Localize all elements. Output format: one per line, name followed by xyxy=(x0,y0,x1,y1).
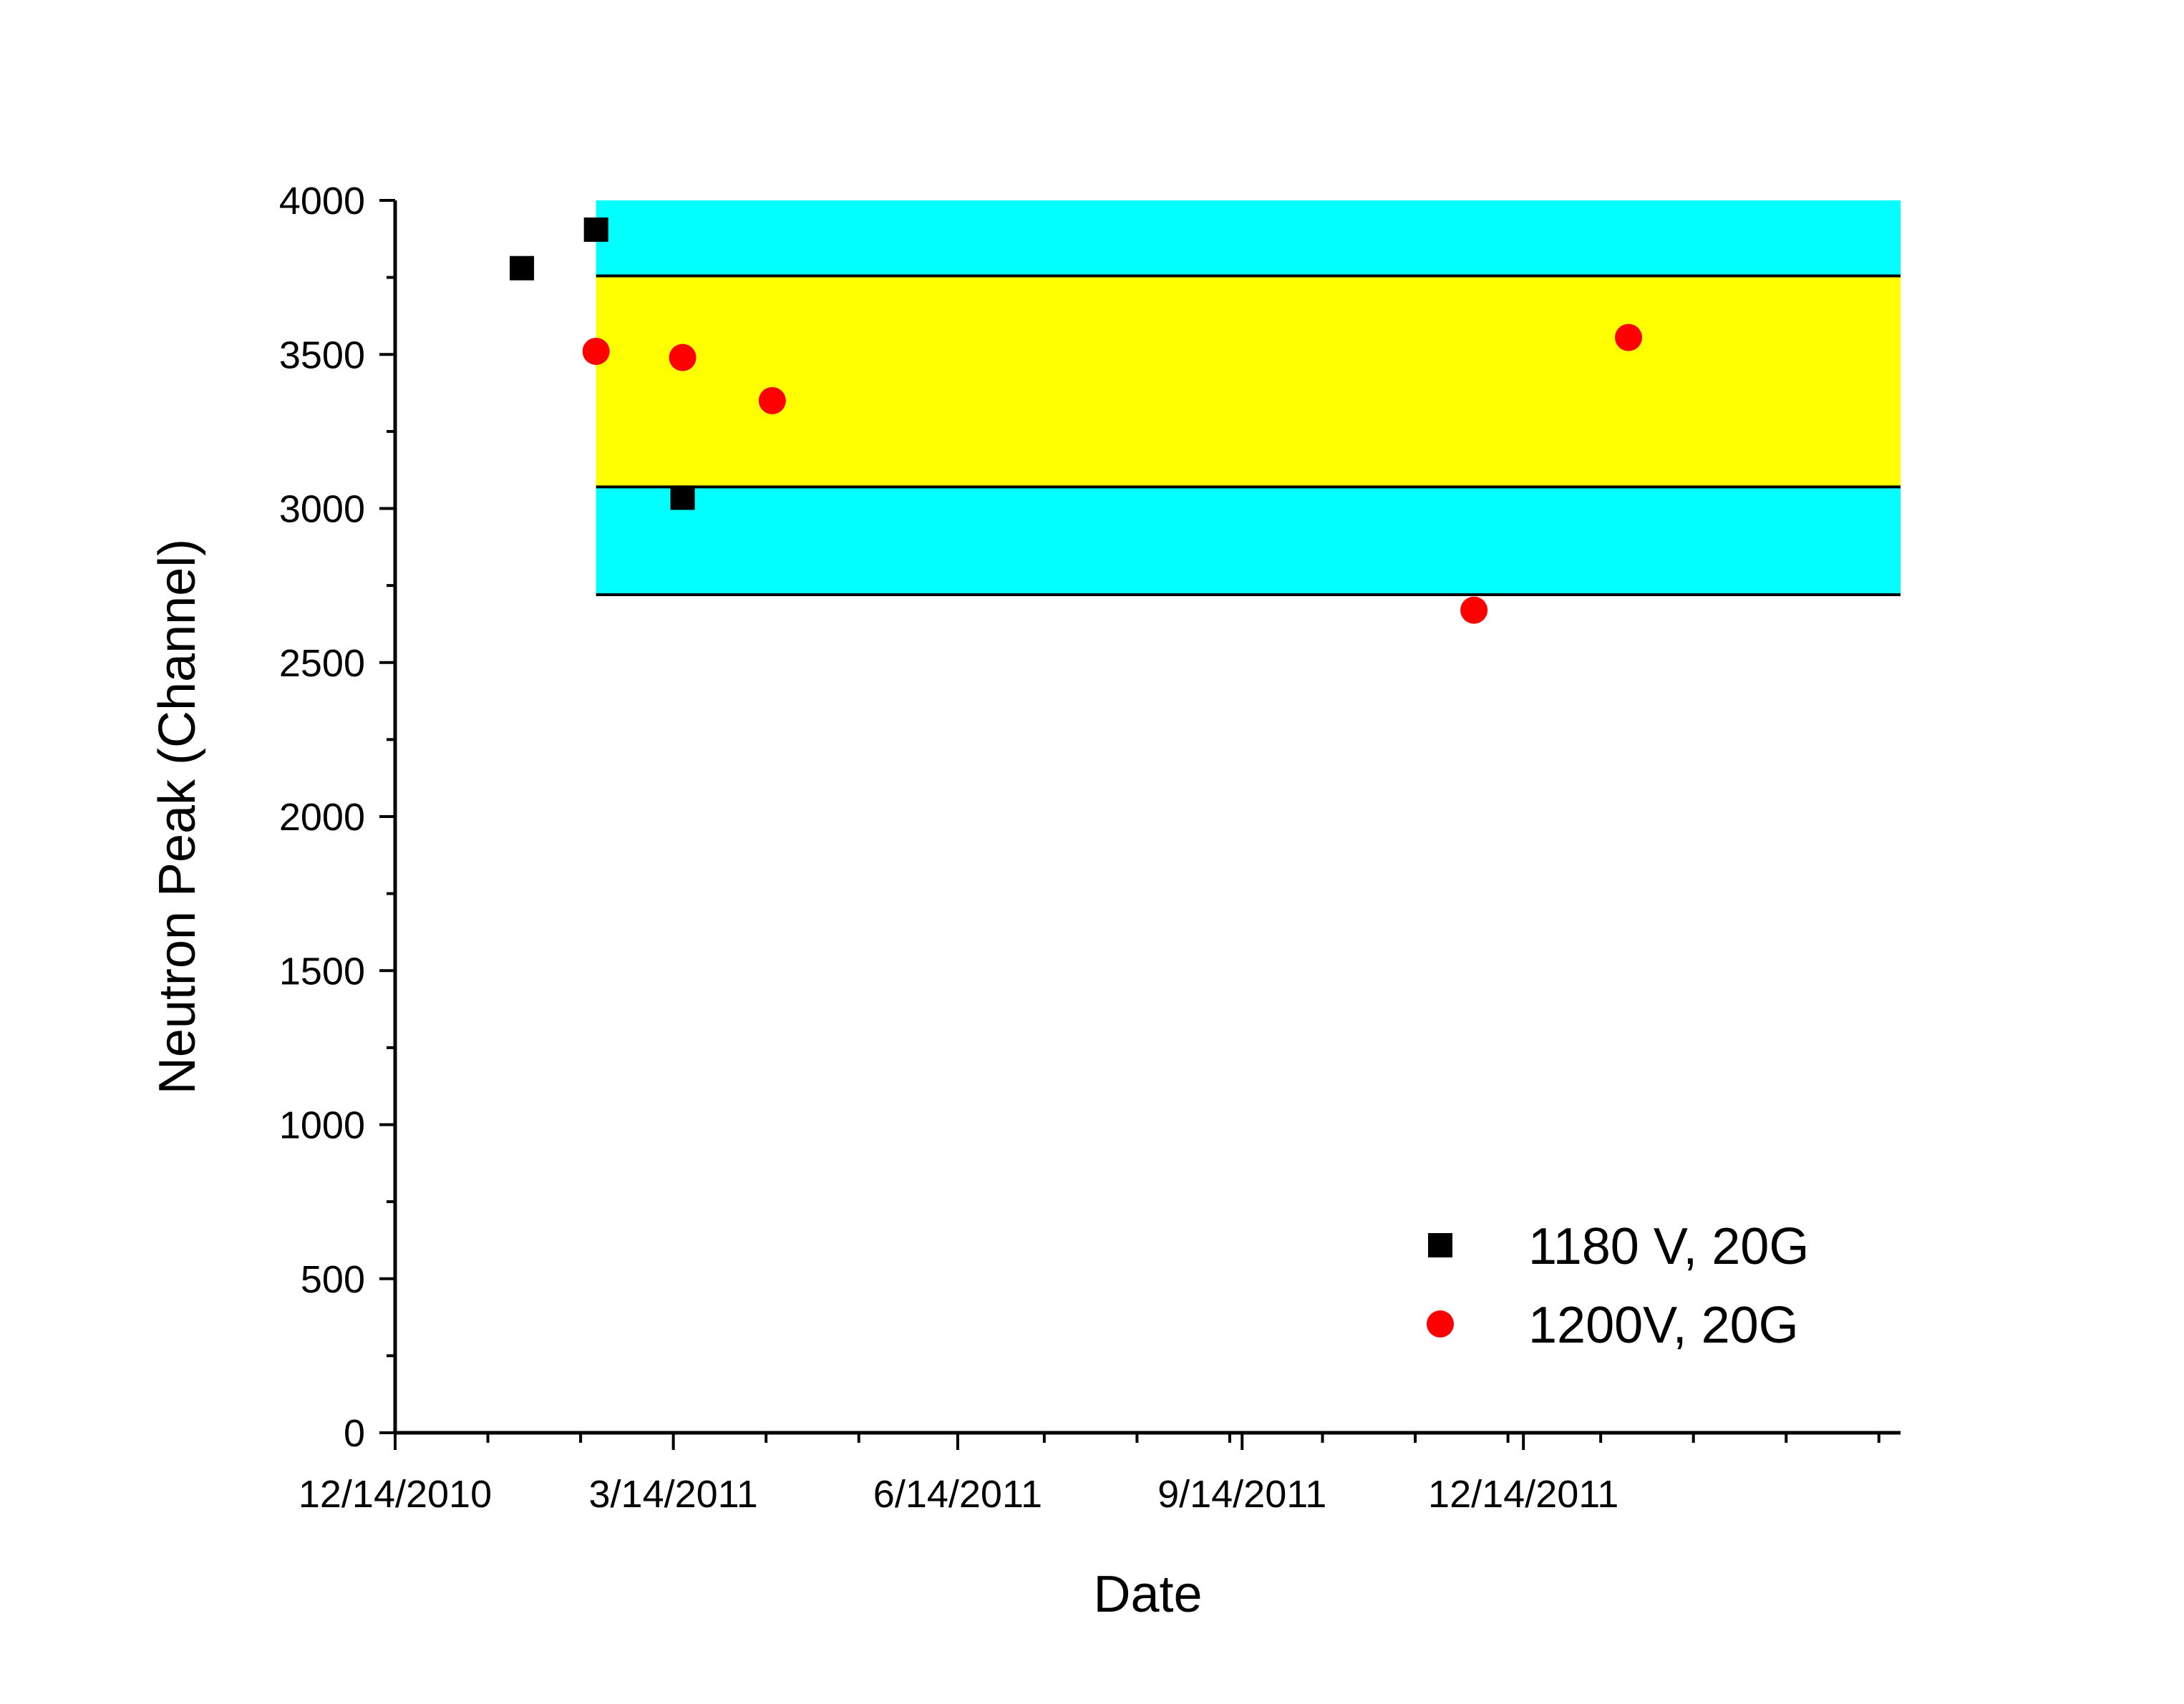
circle-point xyxy=(1460,596,1488,624)
y-tick-label: 1500 xyxy=(279,950,365,993)
legend-circle-icon xyxy=(1427,1310,1454,1338)
band-1 xyxy=(596,276,1901,487)
points-layer xyxy=(510,217,1642,624)
reference-lines-layer xyxy=(596,274,1901,597)
legend-label: 1180 V, 20G xyxy=(1528,1218,1809,1275)
square-point xyxy=(670,485,695,510)
y-tick-label: 0 xyxy=(344,1412,365,1455)
square-point xyxy=(510,255,535,281)
square-point xyxy=(583,217,608,242)
x-tick-label: 12/14/2011 xyxy=(1428,1473,1618,1516)
x-tick-label: 9/14/2011 xyxy=(1157,1473,1326,1516)
bands-layer xyxy=(596,200,1901,595)
legend-square-icon xyxy=(1428,1233,1452,1257)
legend-label: 1200V, 20G xyxy=(1528,1297,1799,1354)
circle-point xyxy=(582,337,610,365)
x-axis-title: Date xyxy=(1093,1566,1202,1623)
y-ticks-layer: 0 500 1000 1500 2000 2500 3000 3500 4000 xyxy=(279,180,395,1455)
circle-point xyxy=(1614,323,1642,351)
y-tick-label: 4000 xyxy=(279,180,365,223)
y-tick-label: 3500 xyxy=(279,334,365,376)
circle-point xyxy=(669,344,697,371)
y-tick-label: 2000 xyxy=(279,796,365,839)
y-axis-title: Neutron Peak (Channel) xyxy=(149,539,206,1094)
legend: 1180 V, 20G 1200V, 20G xyxy=(1427,1218,1809,1354)
x-ticks-layer: 12/14/2010 3/14/2011 6/14/2011 9/14/2011 12/… xyxy=(299,1433,1880,1516)
x-tick-label: 12/14/2010 xyxy=(299,1473,492,1516)
y-tick-label: 2500 xyxy=(279,642,365,685)
y-tick-label: 1000 xyxy=(279,1104,365,1147)
y-tick-label: 500 xyxy=(301,1258,365,1301)
circle-point xyxy=(758,386,786,414)
x-tick-label: 6/14/2011 xyxy=(873,1473,1042,1516)
y-tick-label: 3000 xyxy=(279,488,365,531)
x-tick-label: 3/14/2011 xyxy=(589,1473,758,1516)
